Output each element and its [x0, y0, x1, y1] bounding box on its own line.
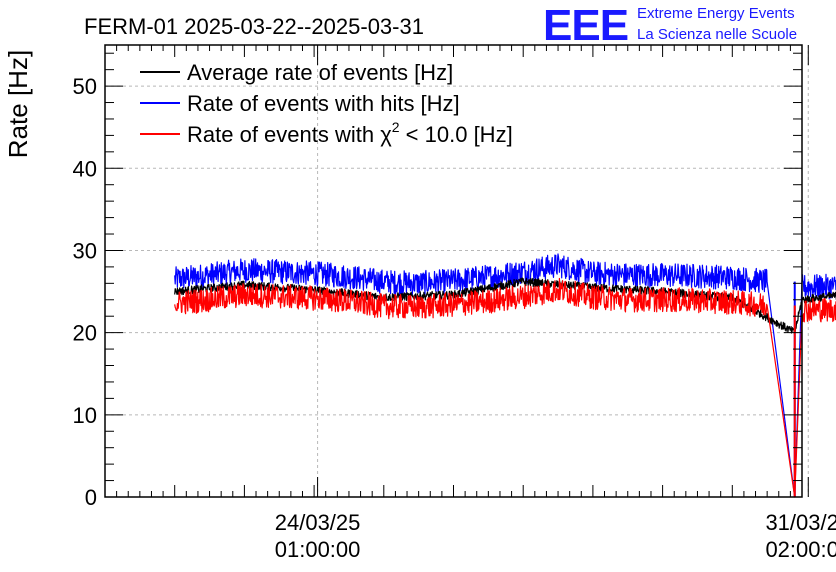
logo-mark: EEE: [543, 1, 628, 50]
legend-chi2-tail: < 10.0 [Hz]: [400, 122, 513, 147]
series-line-1: [174, 253, 836, 498]
x-tick-date-0: 24/03/25: [275, 510, 361, 535]
y-tick-label-20: 20: [73, 321, 97, 346]
legend-label-hits: Rate of events with hits [Hz]: [187, 91, 460, 116]
legend-label-average: Average rate of events [Hz]: [187, 60, 453, 85]
y-tick-label-50: 50: [73, 74, 97, 99]
legend: Average rate of events [Hz] Rate of even…: [140, 60, 513, 147]
legend-chi2-main: Rate of events with χ: [187, 122, 392, 147]
legend-label-chi2: Rate of events with χ2 < 10.0 [Hz]: [187, 119, 513, 147]
y-tick-label-40: 40: [73, 156, 97, 181]
x-tick-time-1: 02:00:00: [765, 537, 836, 562]
chart-title: FERM-01 2025-03-22--2025-03-31: [84, 14, 424, 39]
y-tick-label-30: 30: [73, 238, 97, 263]
legend-chi2-sup: 2: [392, 119, 400, 135]
x-tick-time-0: 01:00:00: [275, 537, 361, 562]
axis-ticks: [104, 45, 809, 498]
y-axis-title: Rate [Hz]: [3, 50, 33, 158]
logo-line-2: La Scienza nelle Scuole: [637, 26, 797, 43]
y-tick-label-0: 0: [85, 485, 97, 510]
x-tick-date-1: 31/03/25: [765, 510, 836, 535]
grid-lines: [105, 45, 809, 497]
series-line-2: [174, 277, 836, 498]
series-layer: [174, 253, 836, 498]
y-tick-labels: 0 10 20 30 40 50: [73, 74, 97, 510]
y-tick-label-10: 10: [73, 403, 97, 428]
logo-line-1: Extreme Energy Events: [637, 5, 795, 22]
eee-logo: EEE Extreme Energy Events La Scienza nel…: [543, 1, 797, 50]
